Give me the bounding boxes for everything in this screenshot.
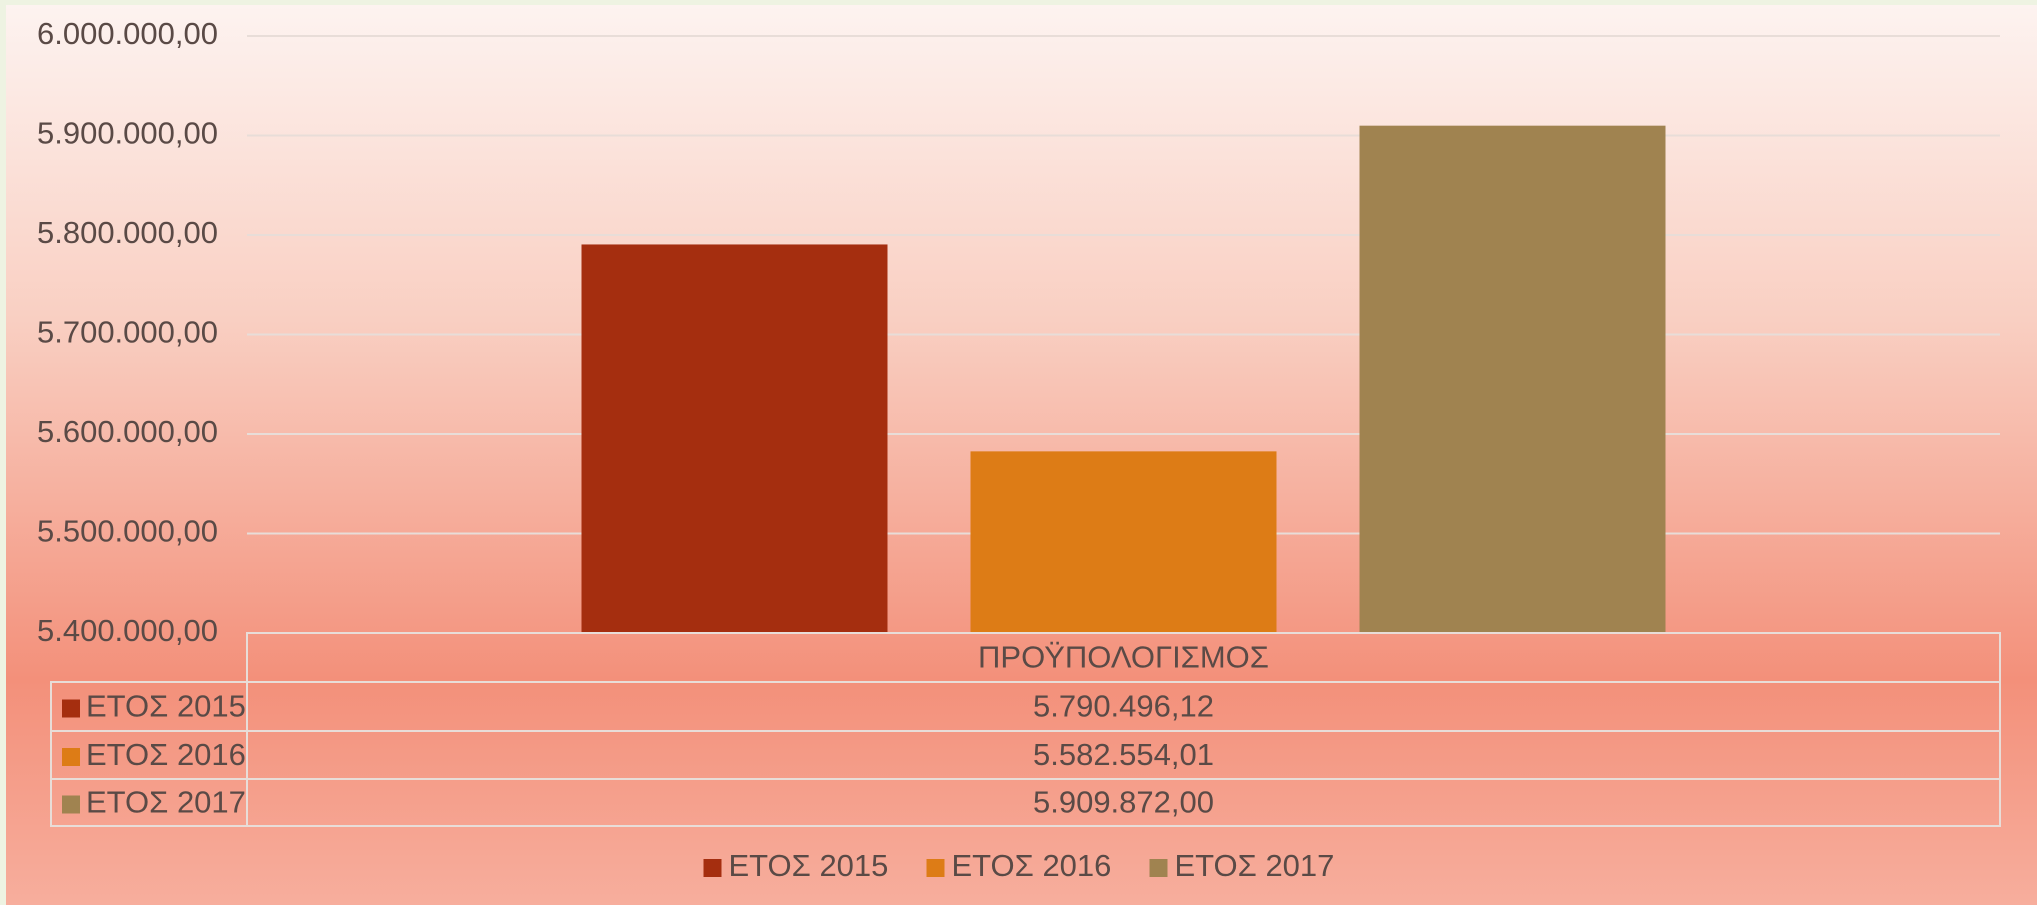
table-legend-key	[62, 699, 80, 718]
legend-label: ΕΤΟΣ 2015	[729, 848, 889, 883]
y-tick-label: 5.600.000,00	[37, 414, 218, 449]
y-tick-label: 6.000.000,00	[37, 16, 218, 51]
table-series-name: ΕΤΟΣ 2017	[86, 785, 246, 820]
x-tick-label: ΠΡΟΫΠΟΛΟΓΙΣΜΟΣ	[978, 640, 1269, 675]
bar	[1359, 125, 1666, 633]
y-tick-label: 5.900.000,00	[37, 116, 218, 151]
legend-label: ΕΤΟΣ 2016	[952, 848, 1112, 883]
table-series-name: ΕΤΟΣ 2016	[86, 737, 246, 772]
data-label: 5.582.554,01	[1033, 737, 1214, 772]
legend-label: ΕΤΟΣ 2017	[1175, 848, 1335, 883]
legend-key	[703, 859, 722, 877]
bar	[970, 451, 1277, 633]
table-legend-key	[62, 748, 80, 766]
data-label: 5.790.496,12	[1033, 689, 1214, 724]
table-body-border	[50, 681, 2001, 827]
data-label: 5.909.872,00	[1033, 785, 1214, 820]
table-legend-key	[62, 795, 80, 814]
bar	[581, 244, 888, 633]
table-series-name: ΕΤΟΣ 2015	[86, 689, 246, 724]
y-tick-label: 5.500.000,00	[37, 514, 218, 549]
y-tick-label: 5.400.000,00	[37, 613, 218, 648]
y-tick-label: 5.800.000,00	[37, 215, 218, 250]
y-tick-label: 5.700.000,00	[37, 315, 218, 350]
legend-key	[1149, 859, 1168, 877]
legend-key	[926, 859, 945, 877]
